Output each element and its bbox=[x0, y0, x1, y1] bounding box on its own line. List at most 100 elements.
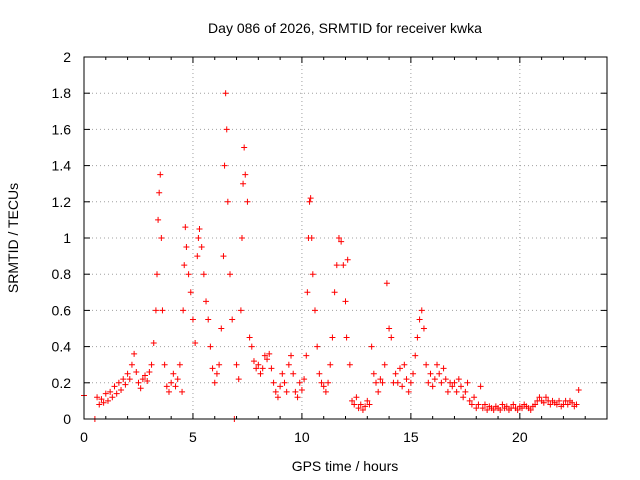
data-point bbox=[133, 368, 140, 375]
data-point bbox=[168, 379, 175, 386]
data-point bbox=[157, 171, 164, 178]
data-point bbox=[434, 361, 441, 368]
data-point bbox=[381, 361, 388, 368]
data-point bbox=[152, 307, 159, 314]
data-point bbox=[237, 307, 244, 314]
data-point bbox=[477, 383, 484, 390]
data-point bbox=[547, 401, 554, 408]
data-point bbox=[203, 298, 210, 305]
data-point bbox=[229, 316, 236, 323]
data-point bbox=[556, 397, 563, 404]
data-point bbox=[242, 171, 249, 178]
y-tick-label: 1.6 bbox=[52, 121, 72, 137]
data-point bbox=[314, 343, 321, 350]
data-point bbox=[257, 370, 264, 377]
data-point bbox=[179, 388, 186, 395]
data-point bbox=[146, 368, 153, 375]
data-point bbox=[156, 189, 163, 196]
data-point bbox=[221, 162, 228, 169]
data-point bbox=[174, 376, 181, 383]
y-tick-label: 0.8 bbox=[52, 266, 72, 282]
data-point bbox=[405, 388, 412, 395]
data-point bbox=[181, 262, 188, 269]
data-point bbox=[440, 365, 447, 372]
data-point bbox=[414, 334, 421, 341]
data-point bbox=[161, 361, 168, 368]
data-point bbox=[536, 394, 543, 401]
data-point bbox=[281, 379, 288, 386]
data-point bbox=[429, 383, 436, 390]
data-point bbox=[253, 365, 260, 372]
data-point bbox=[353, 394, 360, 401]
x-tick-label: 5 bbox=[189, 429, 197, 445]
data-point bbox=[355, 405, 362, 412]
data-point bbox=[357, 401, 364, 408]
data-point bbox=[94, 394, 101, 401]
data-point bbox=[192, 339, 199, 346]
data-point bbox=[207, 343, 214, 350]
data-point bbox=[442, 376, 449, 383]
x-tick-label: 0 bbox=[80, 429, 88, 445]
data-point bbox=[227, 271, 234, 278]
data-point bbox=[329, 334, 336, 341]
data-point bbox=[416, 316, 423, 323]
data-point bbox=[195, 235, 202, 241]
data-point bbox=[100, 399, 107, 406]
data-point bbox=[194, 253, 201, 260]
data-point bbox=[307, 195, 314, 202]
data-point bbox=[185, 271, 192, 278]
data-point bbox=[346, 361, 353, 368]
data-point bbox=[172, 383, 179, 390]
x-axis-label: GPS time / hours bbox=[292, 458, 399, 474]
data-point bbox=[180, 307, 187, 314]
x-tick-label: 10 bbox=[294, 429, 310, 445]
data-point bbox=[294, 394, 301, 401]
data-point bbox=[163, 383, 170, 390]
y-tick-label: 0.2 bbox=[52, 375, 72, 391]
data-point bbox=[564, 401, 571, 408]
data-point bbox=[290, 370, 297, 377]
data-point bbox=[344, 256, 351, 263]
data-point bbox=[383, 280, 390, 287]
data-point bbox=[475, 401, 482, 408]
data-point bbox=[573, 401, 580, 408]
data-point bbox=[248, 343, 255, 350]
data-point bbox=[266, 350, 273, 357]
data-point bbox=[142, 372, 149, 379]
grid bbox=[84, 57, 607, 419]
data-point bbox=[277, 383, 284, 390]
data-point bbox=[144, 377, 151, 384]
data-point bbox=[274, 394, 281, 401]
data-point bbox=[396, 365, 403, 372]
data-point bbox=[288, 352, 295, 359]
data-point bbox=[471, 394, 478, 401]
data-point bbox=[514, 406, 521, 413]
y-tick-label: 0 bbox=[63, 411, 71, 427]
data-point bbox=[233, 361, 240, 368]
data-point bbox=[311, 307, 318, 314]
data-point bbox=[479, 405, 486, 412]
data-point bbox=[139, 376, 146, 383]
data-point bbox=[135, 379, 142, 386]
data-point bbox=[351, 401, 358, 408]
data-point bbox=[462, 388, 469, 395]
data-point bbox=[189, 316, 196, 323]
y-tick-label: 1.2 bbox=[52, 194, 72, 210]
data-point bbox=[259, 365, 266, 372]
data-point bbox=[575, 387, 582, 394]
y-tick-label: 1.8 bbox=[52, 85, 72, 101]
data-point bbox=[438, 379, 445, 386]
data-point bbox=[425, 379, 432, 386]
data-point bbox=[394, 379, 401, 386]
data-point bbox=[122, 381, 129, 388]
data-point bbox=[375, 388, 382, 395]
data-point bbox=[124, 370, 131, 377]
data-point bbox=[403, 376, 410, 383]
data-point bbox=[220, 253, 227, 260]
data-point bbox=[238, 235, 245, 241]
data-point bbox=[460, 394, 467, 401]
data-point bbox=[392, 370, 399, 377]
data-point bbox=[449, 383, 456, 390]
data-point bbox=[484, 406, 491, 413]
